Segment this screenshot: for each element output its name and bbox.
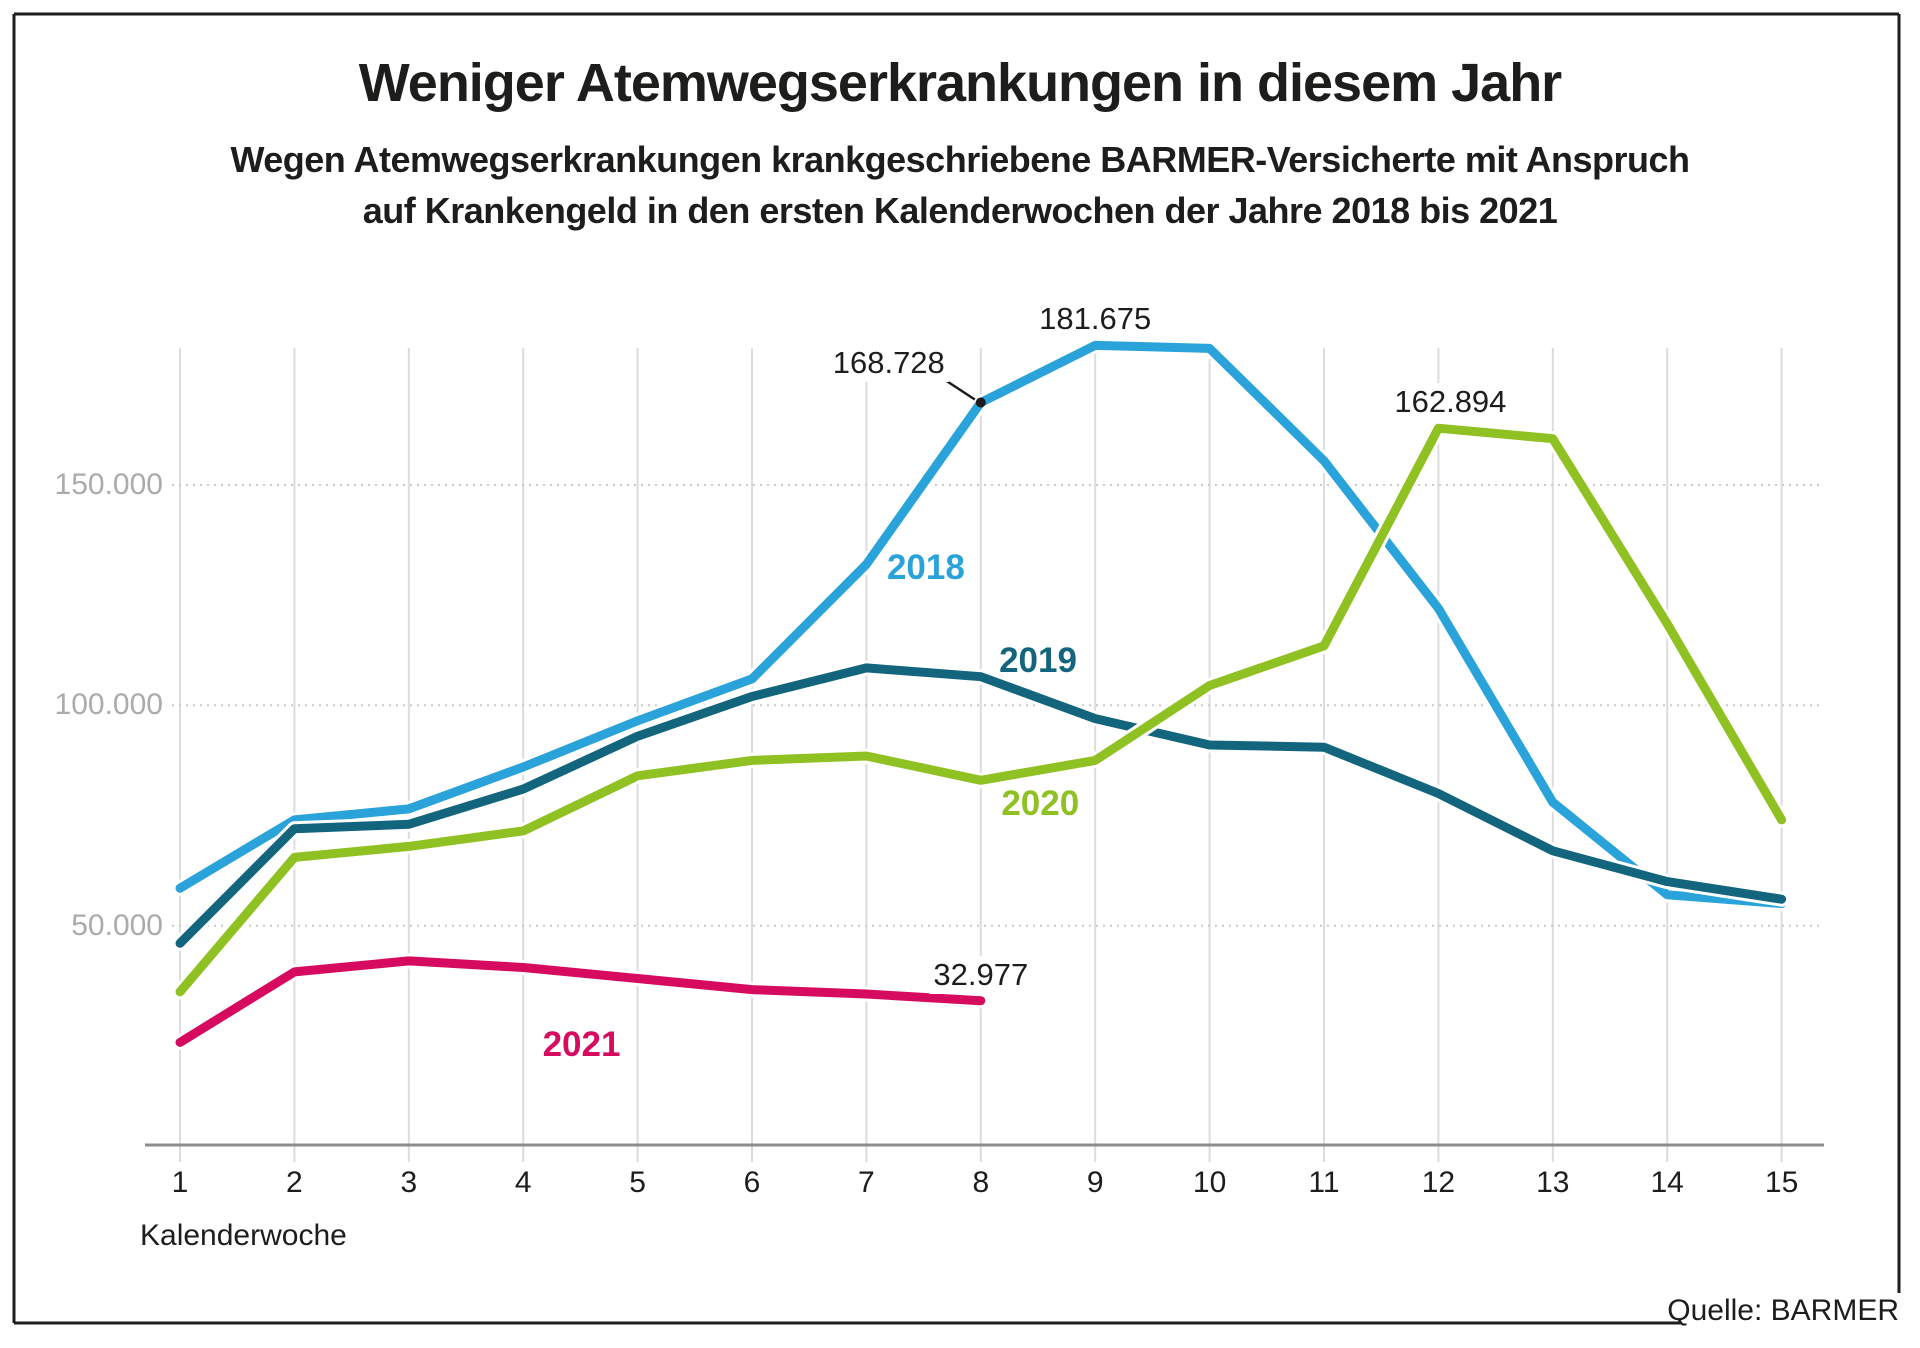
y-axis-tick-150.000: 150.000 xyxy=(54,468,163,501)
x-axis-title: Kalenderwoche xyxy=(140,1219,347,1252)
x-axis-tick-14: 14 xyxy=(1650,1166,1684,1199)
x-axis-tick-15: 15 xyxy=(1764,1166,1799,1199)
x-axis-tick-6: 6 xyxy=(743,1166,761,1199)
x-axis-tick-2: 2 xyxy=(286,1166,303,1199)
x-axis-tick-3: 3 xyxy=(400,1166,418,1199)
x-axis-tick-4: 4 xyxy=(514,1166,532,1199)
y-axis-tick-100.000: 100.000 xyxy=(54,688,163,722)
x-axis-tick-11: 11 xyxy=(1308,1166,1340,1199)
x-axis-tick-7: 7 xyxy=(858,1166,875,1199)
x-axis-tick-9: 9 xyxy=(1086,1166,1104,1199)
annotation-dot-168.728 xyxy=(975,397,986,408)
annotation-181.675: 181.675 xyxy=(1035,300,1156,339)
series-label-2019: 2019 xyxy=(999,640,1077,680)
x-axis-tick-5: 5 xyxy=(629,1166,646,1199)
series-line-2019 xyxy=(175,663,1787,948)
series-label-2020: 2020 xyxy=(1001,784,1080,824)
x-axis-tick-8: 8 xyxy=(972,1166,990,1199)
annotation-162.894: 162.894 xyxy=(1390,383,1511,422)
y-axis-tick-50.000: 50.000 xyxy=(71,908,163,942)
series-label-2021: 2021 xyxy=(542,1024,621,1064)
series-line-2020 xyxy=(175,423,1787,997)
annotation-leader-168.728 xyxy=(945,379,976,401)
chart-subtitle-line-1: Wegen Atemwegserkrankungen krankgeschrie… xyxy=(230,139,1690,180)
source-credit: Quelle: BARMER xyxy=(1667,1294,1899,1327)
chart-title: Weniger Atemwegserkrankungen in diesem J… xyxy=(358,53,1562,113)
chart-subtitle-line-2: auf Krankengeld in den ersten Kalenderwo… xyxy=(362,190,1558,231)
annotation-168.728: 168.728 xyxy=(828,344,949,383)
series-label-2018: 2018 xyxy=(886,547,965,587)
x-axis-tick-12: 12 xyxy=(1421,1166,1456,1199)
x-axis-tick-1: 1 xyxy=(171,1166,189,1199)
x-axis-tick-10: 10 xyxy=(1192,1166,1227,1199)
x-axis-tick-13: 13 xyxy=(1536,1166,1570,1199)
chart-subtitle: Wegen Atemwegserkrankungen krankgeschrie… xyxy=(0,134,1920,236)
series-line-2021 xyxy=(175,956,986,1047)
annotation-32.977: 32.977 xyxy=(929,955,1033,994)
